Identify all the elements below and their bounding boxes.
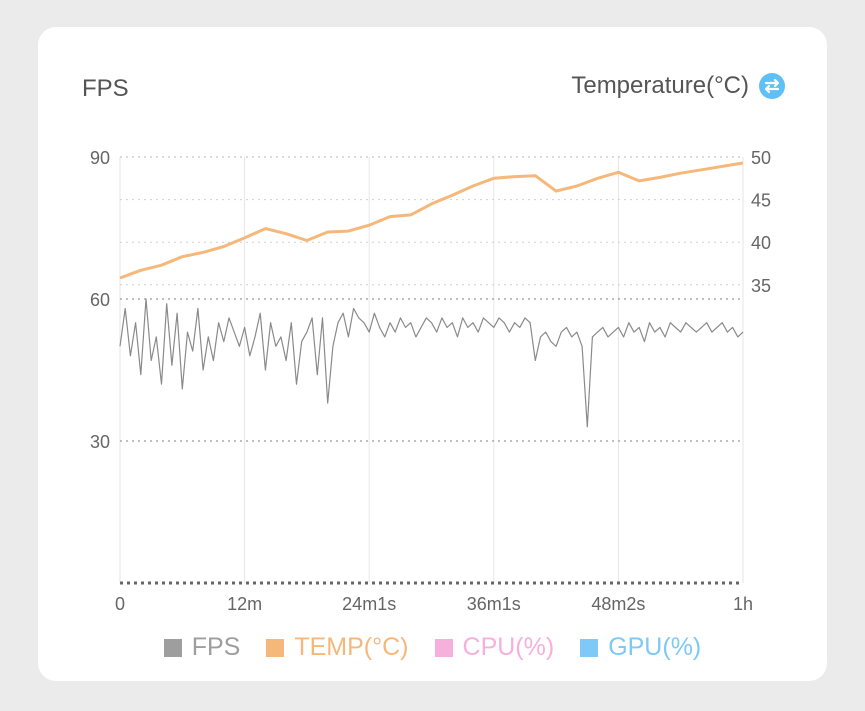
x-tick-label: 48m2s (591, 594, 645, 614)
legend-item[interactable]: CPU(%) (434, 633, 555, 662)
legend-swatch (266, 638, 285, 657)
legend-label: GPU(%) (608, 633, 702, 661)
left-axis-title: FPS (82, 75, 129, 102)
legend-swatch (163, 638, 182, 657)
y-left-tick-label: 60 (90, 290, 110, 310)
y-right-tick-label: 40 (751, 233, 771, 253)
y-right-tick-label: 50 (751, 148, 771, 168)
x-tick-label: 0 (115, 594, 125, 614)
grid-lines (119, 156, 744, 585)
legend-swatch (434, 638, 453, 657)
y-left-tick-label: 90 (90, 148, 110, 168)
temp-series-line (119, 161, 744, 280)
legend-swatch (580, 638, 599, 657)
y-right-tick-label: 35 (751, 276, 771, 296)
swap-arrows-glyph (764, 78, 780, 94)
legend-label: CPU(%) (462, 633, 555, 661)
legend-label: TEMP(°C) (294, 633, 409, 661)
fps-series-line (119, 298, 744, 428)
right-axis-header: Temperature(°C) (571, 72, 785, 100)
left-y-axis-ticks: 30 60 90 (90, 148, 110, 452)
legend: FPS TEMP(°C) CPU(%) GPU(%) (0, 633, 865, 662)
y-left-tick-label: 30 (90, 432, 110, 452)
legend-item[interactable]: GPU(%) (580, 633, 701, 662)
y-right-tick-label: 45 (751, 191, 771, 211)
x-tick-label: 12m (227, 594, 262, 614)
x-axis-ticks: 0 12m 24m1s 36m1s 48m2s 1h (115, 594, 753, 614)
swap-icon[interactable] (759, 73, 785, 99)
plot-area (119, 161, 744, 428)
right-y-axis-ticks: 35 40 45 50 (751, 148, 771, 296)
legend-label: FPS (191, 633, 241, 661)
right-axis-title: Temperature(°C) (571, 72, 749, 99)
chart-card (38, 27, 827, 681)
x-tick-label: 1h (733, 594, 753, 614)
x-tick-label: 36m1s (467, 594, 521, 614)
legend-item[interactable]: TEMP(°C) (266, 633, 409, 662)
legend-item[interactable]: FPS (163, 633, 241, 662)
x-tick-label: 24m1s (342, 594, 396, 614)
